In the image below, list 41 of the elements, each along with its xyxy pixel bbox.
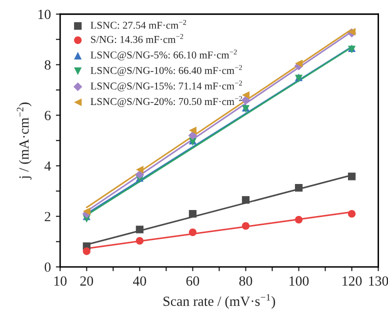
point — [136, 237, 144, 245]
legend-label: LSNC: 27.54 mF·cm$^{−2}$ — [90, 20, 186, 29]
point — [242, 196, 250, 204]
point — [82, 247, 90, 256]
legend-label: S/NG: 14.36 mF·cm$^{−2}$ — [91, 34, 184, 44]
y-tick-label: 6 — [44, 110, 51, 120]
x-tick-label: 100 — [290, 276, 309, 286]
x-axis-title: Scan rate / (mV·s$^{−1}$) — [164, 294, 276, 309]
point — [348, 172, 356, 180]
y-tick-label: 2 — [44, 212, 50, 222]
x-tick-label: 40 — [133, 276, 146, 286]
legend-label: LSNC@S/NG-10%: 66.40 mF·cm$^{−2}$ — [90, 65, 242, 76]
x-tick-label: 130 — [369, 276, 388, 286]
point — [294, 184, 303, 192]
point — [294, 60, 303, 68]
point — [188, 126, 197, 134]
x-tick-label: 20 — [80, 276, 94, 286]
legend-label: LSNC@S/NG-20%: 70.50 mF·cm$^{−2}$ — [90, 96, 242, 107]
point — [136, 226, 144, 234]
point — [294, 216, 303, 224]
y-tick-label: 4 — [44, 161, 51, 171]
point — [242, 222, 250, 230]
point — [188, 228, 197, 236]
x-tick-label: 10 — [54, 276, 67, 286]
point — [188, 131, 198, 140]
x-tick-label: 80 — [239, 276, 252, 286]
point — [242, 91, 250, 99]
legend-label: LSNC@S/NG-15%: 71.14 mF·cm$^{−2}$ — [90, 80, 242, 92]
point — [136, 166, 144, 174]
y-tick-label: 0 — [44, 262, 51, 272]
point — [188, 210, 197, 218]
y-axis-title: j / (mA·cm$^{−2}$) — [16, 102, 32, 180]
legend-label: LSNC@S/NG-5%: 66.10 mF·cm$^{−2}$ — [90, 50, 237, 60]
point — [82, 207, 90, 216]
y-tick-label: 10 — [38, 10, 51, 20]
x-tick-label: 120 — [342, 276, 362, 286]
point — [348, 210, 356, 218]
point — [135, 170, 144, 180]
point — [241, 96, 250, 104]
x-tick-label: 60 — [186, 276, 200, 286]
y-tick-label: 8 — [44, 60, 51, 70]
